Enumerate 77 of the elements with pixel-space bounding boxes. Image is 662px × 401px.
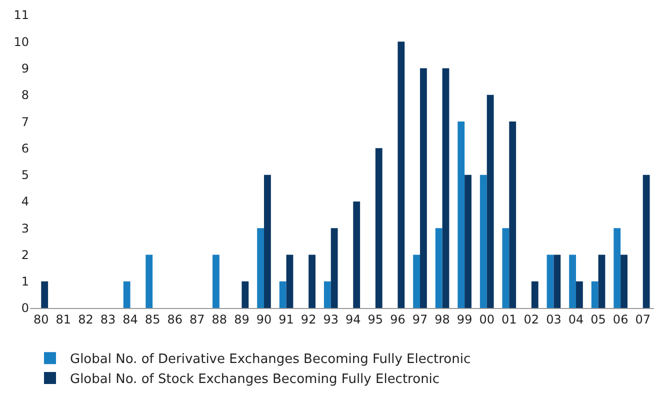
bar (375, 148, 382, 308)
x-tick-label: 05 (590, 312, 606, 326)
bar (413, 254, 420, 308)
bar (554, 254, 561, 308)
x-tick-label: 00 (479, 312, 494, 326)
bar (264, 174, 271, 308)
x-tick-label: 88 (212, 312, 228, 326)
x-tick-label: 86 (167, 312, 182, 326)
x-tick-label: 07 (635, 312, 650, 326)
y-tick-label: 6 (21, 141, 29, 156)
x-tick-label: 06 (612, 312, 628, 326)
y-tick-label: 2 (21, 248, 29, 262)
bar (257, 228, 264, 308)
bar (502, 228, 510, 308)
bar (458, 122, 465, 308)
x-tick-label: 80 (34, 312, 49, 326)
y-tick-label: 7 (21, 114, 29, 129)
bar (212, 254, 220, 308)
x-tick-label: 81 (56, 312, 72, 326)
bar (464, 174, 472, 308)
bar (279, 281, 286, 308)
x-tick-label: 03 (546, 312, 562, 326)
x-tick-label: 82 (78, 312, 94, 326)
x-tick-label: 85 (144, 312, 160, 326)
bar (620, 254, 628, 308)
y-tick-label: 1 (21, 274, 29, 289)
bar (509, 122, 516, 308)
x-tick-label: 98 (434, 312, 450, 326)
bar (435, 228, 442, 308)
x-tick-label: 95 (368, 312, 384, 326)
x-tick-label: 02 (524, 312, 540, 326)
bar (591, 281, 598, 308)
x-tick-label: 94 (346, 312, 361, 326)
bar (486, 94, 494, 308)
bar (146, 254, 153, 308)
x-tick-label: 01 (502, 312, 517, 326)
y-tick-label: 11 (14, 8, 29, 22)
x-tick-label: 91 (278, 312, 294, 326)
bar (480, 174, 487, 308)
bar (242, 281, 249, 308)
bar (330, 228, 338, 308)
x-tick-label: 87 (190, 312, 205, 326)
x-tick-label: 97 (412, 312, 428, 326)
bar (531, 281, 538, 308)
x-tick-label: 84 (122, 312, 138, 326)
legend-label: Global No. of Derivative Exchanges Becoming Fully Electronic (70, 352, 471, 368)
bar (324, 281, 331, 308)
y-tick-label: 10 (14, 34, 29, 49)
x-tick-label: 99 (456, 312, 472, 326)
bar (123, 281, 130, 308)
y-tick-label: 4 (21, 194, 29, 209)
y-tick-label: 8 (21, 88, 29, 102)
x-tick-label: 93 (323, 312, 338, 326)
bar (614, 228, 621, 308)
bar (569, 254, 576, 308)
bar (576, 281, 583, 308)
x-tick-label: 96 (390, 312, 406, 326)
bar (398, 42, 405, 308)
x-tick-label: 83 (100, 312, 116, 326)
bar (41, 281, 48, 308)
bar (420, 68, 427, 308)
bar (286, 254, 294, 308)
x-tick-label: 90 (256, 312, 272, 326)
bar (546, 254, 554, 308)
bar (308, 254, 316, 308)
bar (598, 254, 606, 308)
y-tick-label: 9 (21, 61, 29, 76)
bar (642, 174, 650, 308)
y-tick-label: 5 (21, 168, 29, 182)
x-tick-label: 89 (234, 312, 250, 326)
x-tick-label: 04 (568, 312, 584, 326)
legend-label: Global No. of Stock Exchanges Becoming Fully Electronic (70, 372, 440, 388)
bar (353, 201, 360, 308)
bar (442, 68, 450, 308)
y-tick-label: 3 (21, 221, 29, 236)
x-tick-label: 92 (300, 312, 316, 326)
y-tick-label: 0 (21, 301, 29, 316)
